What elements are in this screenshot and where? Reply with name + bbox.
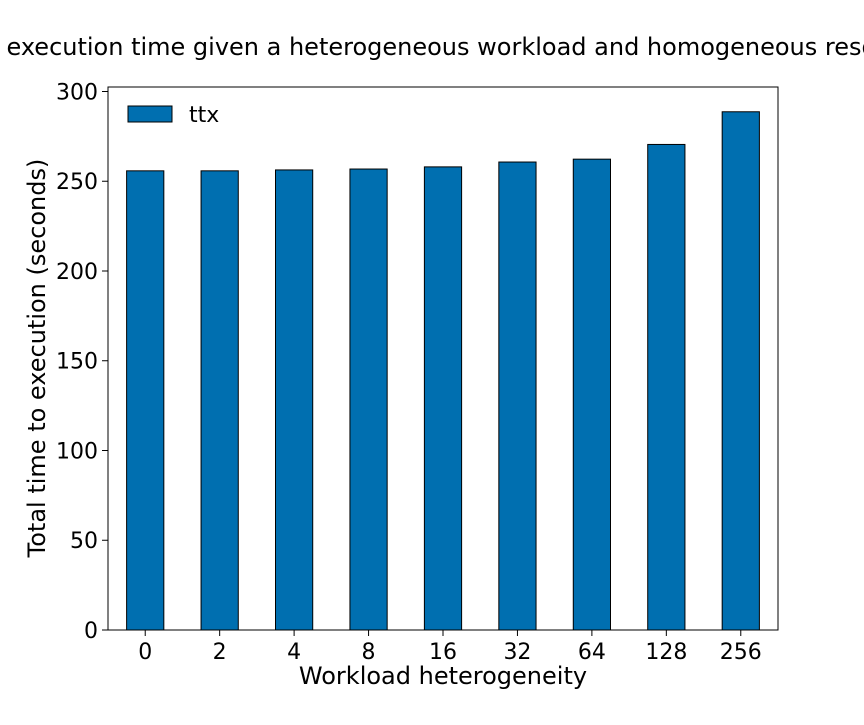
bar-8 bbox=[349, 168, 388, 631]
bar-128 bbox=[647, 143, 686, 631]
y-tick-label: 150 bbox=[56, 350, 98, 375]
y-tick-label: 0 bbox=[84, 619, 98, 644]
y-tick-label: 300 bbox=[56, 80, 98, 105]
x-tick-label: 256 bbox=[720, 640, 762, 665]
bar-0 bbox=[126, 170, 165, 631]
x-tick-label: 4 bbox=[287, 640, 301, 665]
legend: ttx bbox=[127, 103, 219, 128]
x-tick-label: 2 bbox=[213, 640, 227, 665]
x-axis-label: Workload heterogeneity bbox=[299, 662, 587, 690]
bar-4 bbox=[275, 169, 314, 631]
legend-label: ttx bbox=[189, 103, 219, 128]
x-tick-label: 0 bbox=[138, 640, 152, 665]
bars-layer bbox=[126, 111, 760, 631]
x-tick-label: 32 bbox=[503, 640, 531, 665]
bar-256 bbox=[721, 111, 760, 631]
y-tick-label: 250 bbox=[56, 170, 98, 195]
bar-32 bbox=[498, 161, 537, 631]
bar-64 bbox=[572, 158, 612, 631]
x-tick-label: 8 bbox=[362, 640, 376, 665]
y-tick-label: 200 bbox=[56, 260, 98, 285]
y-axis-label: Total time to execution (seconds) bbox=[23, 159, 51, 559]
y-axis: 0 50 100 150 200 250 300 bbox=[56, 80, 108, 644]
x-axis: 0 2 4 8 16 32 64 128 256 bbox=[138, 630, 762, 665]
y-tick-label: 100 bbox=[56, 439, 98, 464]
x-tick-label: 64 bbox=[578, 640, 606, 665]
y-tick-label: 50 bbox=[70, 529, 98, 554]
x-tick-label: 16 bbox=[429, 640, 457, 665]
bar-2 bbox=[200, 170, 239, 631]
x-tick-label: 128 bbox=[645, 640, 687, 665]
chart-title: Total execution time given a heterogeneo… bbox=[0, 33, 864, 61]
legend-swatch bbox=[127, 105, 173, 123]
bar-16 bbox=[423, 166, 463, 631]
